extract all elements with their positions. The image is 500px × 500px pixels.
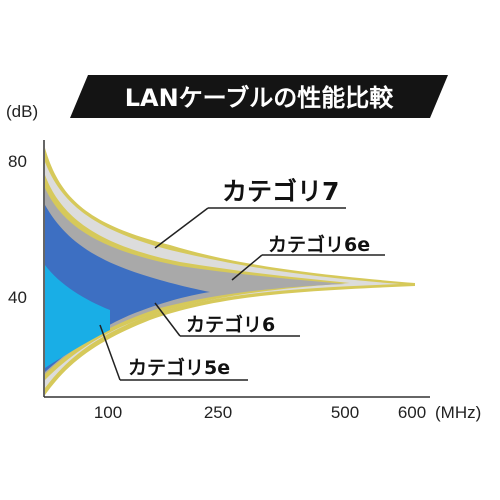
y-axis-unit: (dB) <box>6 102 38 121</box>
series-label-cat6e: カテゴリ6e <box>268 233 370 256</box>
callout-line <box>99 324 121 381</box>
series-area-cat6e <box>45 188 345 374</box>
callout-line <box>231 254 263 281</box>
x-tick-label: 500 <box>331 403 359 422</box>
series-label-cat7: カテゴリ7 <box>222 177 339 206</box>
series-label-cat5e: カテゴリ5e <box>128 356 230 379</box>
callout-cat6e: カテゴリ6e <box>231 233 385 281</box>
x-axis-unit: (MHz) <box>435 403 481 422</box>
plot-area <box>45 148 415 395</box>
title-banner-shape <box>70 75 448 118</box>
series-label-cat6: カテゴリ6 <box>186 313 275 336</box>
x-tick-label: 250 <box>204 403 232 422</box>
callout-cat6: カテゴリ6 <box>154 302 300 337</box>
callout-line <box>154 207 209 249</box>
title-banner: LANケーブルの性能比較 <box>70 75 448 118</box>
y-tick-label: 40 <box>8 288 27 307</box>
callout-line <box>154 302 181 337</box>
callout-cat5e: カテゴリ5e <box>99 324 248 381</box>
y-tick-label: 80 <box>8 152 27 171</box>
chart-title: LANケーブルの性能比較 <box>125 84 395 112</box>
x-tick-label: 100 <box>94 403 122 422</box>
callout-cat7: カテゴリ7 <box>154 177 346 249</box>
series-area-cat5e <box>45 265 110 368</box>
x-tick-label: 600 <box>398 403 426 422</box>
